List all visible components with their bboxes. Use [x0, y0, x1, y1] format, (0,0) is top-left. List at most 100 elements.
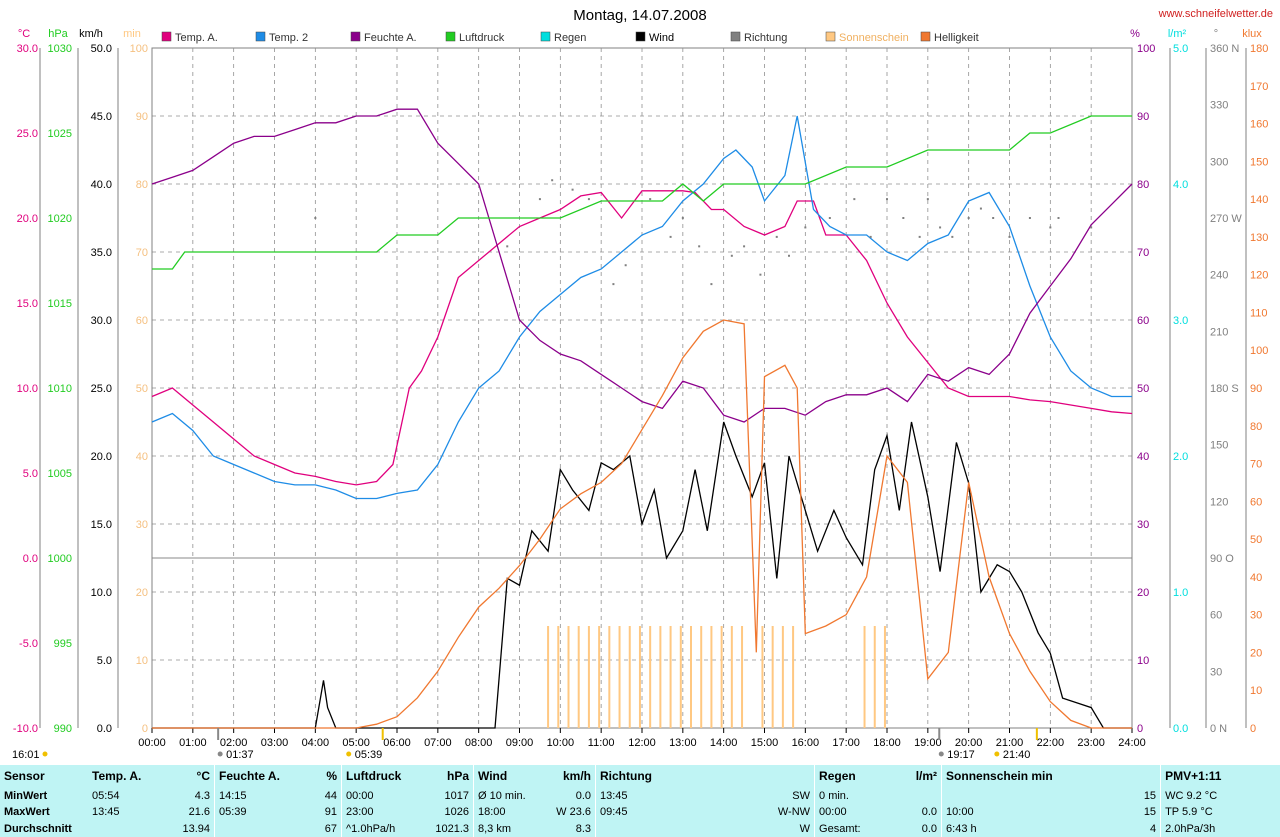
- direction-point: [1090, 226, 1093, 229]
- sunshine-tick-label: 40: [136, 451, 148, 463]
- stats-cell: 13:45: [92, 806, 120, 819]
- stats-header: km/h: [562, 769, 591, 784]
- stats-cell: 44: [324, 789, 337, 802]
- stats-row-max: MaxWert 13:45 21.6 05:39 91 23:00 1026 1…: [0, 804, 1280, 821]
- stats-header: Richtung: [594, 765, 815, 788]
- direction-point: [1028, 217, 1031, 219]
- stats-cell: 67: [324, 822, 337, 835]
- humidity-tick-label: 100: [1137, 43, 1155, 55]
- brightness-tick-label: 110: [1250, 307, 1268, 319]
- sunrise-icon: [346, 751, 352, 757]
- direction-point: [681, 217, 684, 219]
- site-url: www.schneifelwetter.de: [1158, 8, 1273, 20]
- stats-cell: 23:00: [341, 804, 420, 821]
- direction-point: [1008, 235, 1011, 238]
- direction-point: [759, 273, 762, 276]
- wind-tick-label: 0.0: [97, 723, 112, 735]
- direction-tick-label: 300: [1210, 156, 1228, 168]
- direction-tick-label: 90 O: [1210, 553, 1234, 565]
- stats-cell: Ø 10 min.: [473, 787, 542, 805]
- x-tick-label: 13:00: [669, 737, 697, 749]
- row-label: Durchschnitt: [4, 822, 72, 835]
- stats-cell: 14:15: [214, 787, 303, 805]
- sunshine-axis-unit: min: [123, 28, 141, 40]
- direction-axis-unit: °: [1214, 28, 1218, 40]
- wind-tick-label: 45.0: [91, 111, 112, 123]
- direction-point: [939, 226, 942, 229]
- brightness-tick-label: 120: [1250, 270, 1268, 282]
- direction-point: [979, 207, 982, 210]
- x-tick-label: 23:00: [1077, 737, 1105, 749]
- stats-cell: 13.94: [182, 822, 210, 835]
- legend-label: Helligkeit: [934, 32, 979, 44]
- wind-tick-label: 10.0: [91, 587, 112, 599]
- stats-header-row: Sensor Temp. A. °C Feuchte A. % Luftdruc…: [0, 765, 1280, 788]
- x-tick-label: 16:00: [792, 737, 820, 749]
- temp-axis-unit: °C: [18, 28, 30, 40]
- x-tick-label: 22:00: [1037, 737, 1065, 749]
- stats-cell: 6:43 h: [941, 820, 1085, 837]
- x-tick-label: 00:00: [138, 737, 166, 749]
- sunshine-tick-label: 90: [136, 111, 148, 123]
- sunshine-tick-label: 10: [136, 655, 148, 667]
- stats-cell: 21.6: [188, 806, 210, 819]
- astro-markers: 01:37 05:39 19:17 21:40 16:01: [12, 728, 1038, 761]
- direction-point: [551, 179, 554, 182]
- wind-tick-label: 50.0: [91, 43, 112, 55]
- legend-label: Regen: [554, 32, 586, 44]
- series-luftdruck: [152, 115, 1132, 270]
- legend-swatch: [445, 31, 456, 42]
- legend-label: Richtung: [744, 32, 787, 44]
- stats-header: Temp. A.: [92, 769, 142, 784]
- x-tick-label: 10:00: [547, 737, 575, 749]
- direction-point: [926, 198, 929, 201]
- brightness-tick-label: 20: [1250, 647, 1262, 659]
- stats-cell: 00:00: [341, 787, 420, 805]
- direction-point: [587, 198, 590, 201]
- humidity-tick-label: 90: [1137, 111, 1149, 123]
- legend-label: Sonnenschein: [839, 32, 909, 44]
- stats-cell: 91: [324, 806, 337, 819]
- stats-cell: W: [799, 822, 811, 835]
- direction-point: [1057, 217, 1060, 219]
- wind-tick-label: 20.0: [91, 451, 112, 463]
- x-tick-label: 17:00: [832, 737, 860, 749]
- wind-tick-label: 5.0: [97, 655, 112, 667]
- stats-cell: TP 5.9 °C: [1160, 804, 1280, 821]
- stats-cell: 1017: [444, 789, 469, 802]
- direction-point: [967, 217, 970, 219]
- x-tick-label: 11:00: [588, 737, 615, 749]
- pressure-tick-label: 1010: [48, 383, 72, 395]
- legend-swatch: [540, 31, 551, 42]
- humidity-tick-label: 80: [1137, 179, 1149, 191]
- rain-tick-label: 3.0: [1173, 315, 1188, 327]
- moonset-icon: [217, 751, 223, 757]
- direction-point: [804, 226, 807, 229]
- x-tick-label: 09:00: [506, 737, 534, 749]
- stats-header: Wind: [473, 765, 542, 788]
- brightness-tick-label: 0: [1250, 723, 1256, 735]
- stats-cell: 15: [1143, 789, 1157, 802]
- legend-label: Wind: [649, 32, 674, 44]
- stats-cell: 05:39: [214, 804, 303, 821]
- pressure-tick-label: 1005: [48, 468, 72, 480]
- brightness-tick-label: 90: [1250, 383, 1262, 395]
- humidity-tick-label: 60: [1137, 315, 1149, 327]
- stats-header: Feuchte A.: [214, 765, 303, 788]
- sunset-time: 21:40: [1003, 749, 1031, 761]
- stats-cell: 00:00: [814, 804, 884, 821]
- stats-cell: [941, 787, 1085, 805]
- direction-point: [886, 198, 888, 201]
- direction-point: [698, 245, 701, 248]
- x-tick-label: 07:00: [424, 737, 452, 749]
- sunshine-tick-label: 60: [136, 315, 148, 327]
- weather-chart: Montag, 14.07.2008 www.schneifelwetter.d…: [12, 7, 1273, 761]
- legend-label: Feuchte A.: [364, 32, 417, 44]
- legend-label: Temp. A.: [175, 32, 218, 44]
- brightness-tick-label: 180: [1250, 43, 1268, 55]
- stats-cell: 0 min.: [814, 787, 884, 805]
- humidity-tick-label: 40: [1137, 451, 1149, 463]
- wind-axis-unit: km/h: [79, 28, 103, 40]
- humidity-tick-label: 0: [1137, 723, 1143, 735]
- stats-header: Regen: [814, 765, 884, 788]
